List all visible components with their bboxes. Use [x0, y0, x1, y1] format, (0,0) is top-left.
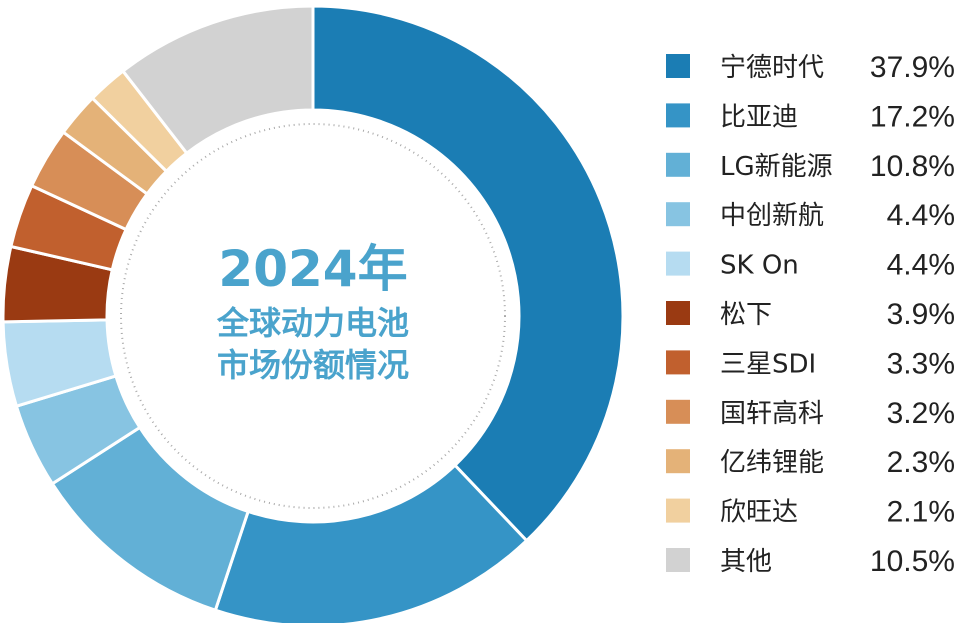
legend-item-比亚迪: 比亚迪 17.2%	[666, 100, 955, 133]
center-title-year: 2024年	[218, 240, 407, 298]
legend-label: 欣旺达	[720, 498, 798, 528]
legend-label: SK On	[720, 251, 799, 281]
inner-dotted-ring	[120, 123, 506, 509]
legend-swatch	[666, 301, 690, 325]
legend-swatch	[666, 548, 690, 572]
legend-label: 其他	[720, 547, 772, 577]
legend-swatch	[666, 498, 690, 523]
legend-value: 3.9%	[887, 298, 955, 331]
legend-item-欣旺达: 欣旺达 2.1%	[666, 496, 955, 529]
legend-value: 3.2%	[887, 397, 955, 430]
legend-value: 2.1%	[887, 496, 955, 529]
legend-swatch	[666, 399, 690, 424]
legend-label: LG新能源	[720, 152, 833, 182]
legend-item-其他: 其他 10.5%	[666, 545, 955, 578]
legend-label: 三星SDI	[720, 349, 816, 379]
legend-swatch	[666, 103, 690, 128]
legend-label: 松下	[720, 300, 772, 330]
slice-宁德时代	[311, 4, 625, 543]
legend-item-宁德时代: 宁德时代 37.9%	[666, 51, 955, 84]
legend-swatch	[666, 350, 690, 375]
legend-value: 4.4%	[887, 249, 955, 282]
legend-swatch	[666, 152, 690, 177]
slice-其他	[121, 4, 315, 155]
legend: 宁德时代 37.9%比亚迪 17.2%LG新能源 10.8%中创新航 4.4%SK On…	[666, 51, 955, 578]
legend-label: 国轩高科	[720, 399, 824, 429]
legend-value: 10.8%	[870, 150, 955, 183]
legend-label: 比亚迪	[720, 102, 798, 132]
center-title-line-3: 市场份额情况	[217, 346, 409, 384]
legend-swatch	[666, 251, 690, 276]
legend-value: 4.4%	[887, 199, 955, 232]
legend-item-lg新能源: LG新能源 10.8%	[666, 150, 955, 183]
legend-item-中创新航: 中创新航 4.4%	[666, 199, 955, 232]
legend-label: 亿纬锂能	[720, 448, 824, 478]
legend-swatch	[666, 449, 690, 474]
legend-swatch	[666, 54, 690, 78]
legend-item-sk-on: SK On 4.4%	[666, 249, 955, 282]
legend-item-亿纬锂能: 亿纬锂能 2.3%	[666, 446, 955, 479]
legend-value: 3.3%	[887, 347, 955, 380]
legend-value: 2.3%	[887, 446, 955, 479]
legend-value: 37.9%	[870, 51, 955, 84]
legend-item-国轩高科: 国轩高科 3.2%	[666, 397, 955, 430]
center-title-line-2: 全球动力电池	[216, 304, 409, 342]
center-title: 2024年 全球动力电池 市场份额情况	[216, 240, 409, 384]
legend-value: 10.5%	[870, 545, 955, 578]
legend-label: 中创新航	[720, 201, 824, 231]
legend-value: 17.2%	[870, 100, 955, 133]
legend-item-松下: 松下 3.9%	[666, 298, 955, 331]
legend-swatch	[666, 202, 690, 227]
legend-item-三星sdi: 三星SDI 3.3%	[666, 347, 955, 380]
donut-slices	[1, 4, 625, 623]
legend-label: 宁德时代	[720, 53, 824, 83]
